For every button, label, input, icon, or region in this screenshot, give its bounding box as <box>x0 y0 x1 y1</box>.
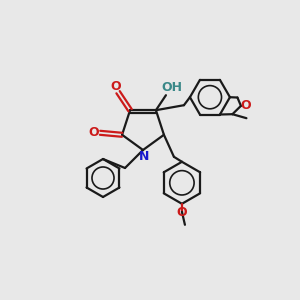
Text: N: N <box>139 151 149 164</box>
Text: O: O <box>89 126 99 139</box>
Text: O: O <box>111 80 122 93</box>
Text: O: O <box>241 99 251 112</box>
Text: O: O <box>177 206 187 219</box>
Text: OH: OH <box>161 81 182 94</box>
